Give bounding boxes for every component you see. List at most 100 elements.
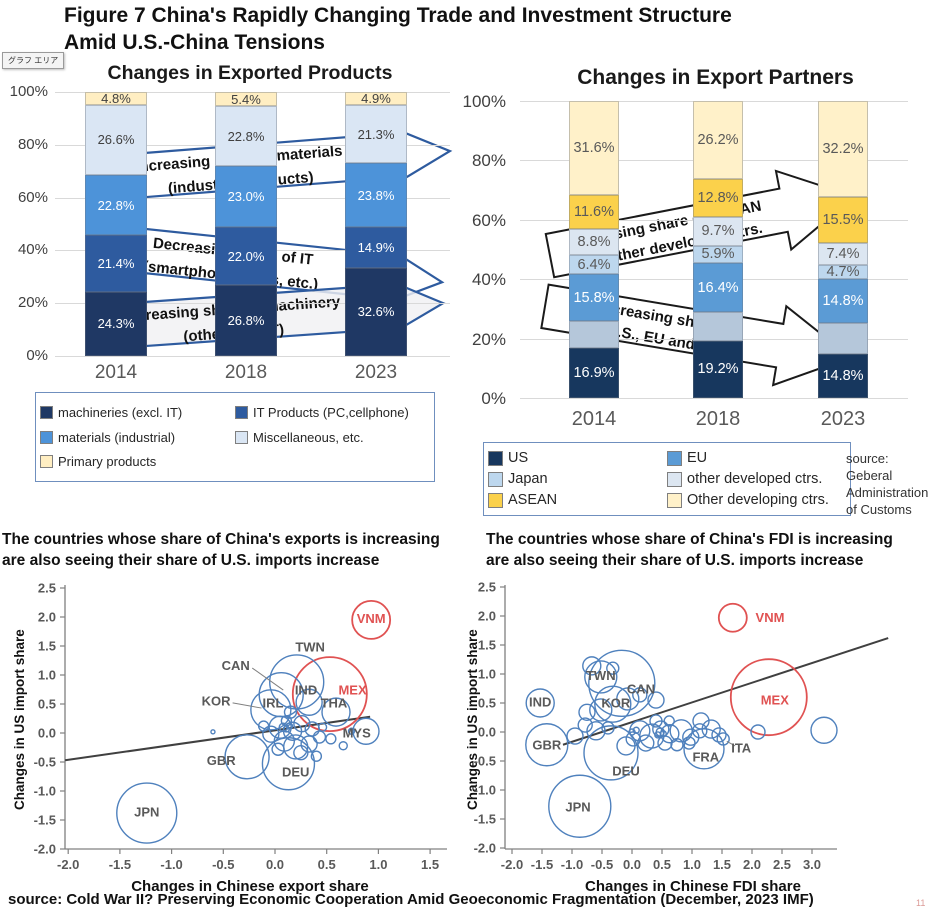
- bar-segment: 16.4%: [693, 263, 743, 312]
- scatter-bubble: [616, 687, 640, 711]
- bar-segment-label: 26.8%: [227, 313, 265, 329]
- bar-segment: 32.2%: [818, 101, 868, 197]
- bar-segment-label: 14.9%: [357, 240, 395, 256]
- y-tick-label: 2.0: [38, 610, 56, 625]
- bar-segment-label: 11.6%: [573, 204, 615, 221]
- country-label: CAN: [627, 682, 655, 697]
- scatter-bubble: [250, 689, 292, 731]
- country-label: CAN: [222, 658, 250, 673]
- scatter-bubble: [312, 730, 327, 744]
- legend-label: materials (industrial): [58, 429, 176, 445]
- bar-segment: 32.6%: [345, 267, 407, 356]
- subtitle-line: The countries whose share of China's exp…: [2, 531, 440, 548]
- scatter-bubble: [649, 714, 663, 728]
- y-tick-label: 2.5: [38, 581, 56, 596]
- x-tick-label: 0.0: [266, 857, 284, 872]
- x-tick-label: 0.0: [623, 857, 641, 872]
- x-axis-year-label: 2018: [695, 408, 741, 430]
- subtitle-line: are also seeing their share of U.S. impo…: [2, 552, 380, 569]
- legend-item: materials (industrial): [40, 430, 235, 445]
- legend-item: EU: [667, 450, 846, 466]
- bar-segment-label: 21.3%: [357, 126, 395, 142]
- legend-swatch-icon: [40, 405, 53, 419]
- bar-segment-label: 15.5%: [822, 211, 864, 228]
- x-tick-label: -1.5: [109, 857, 131, 872]
- scatter-bubble: [271, 742, 285, 756]
- gridline: [520, 398, 908, 399]
- x-tick-label: 2.0: [743, 857, 761, 872]
- bar-segment: 5.4%: [215, 92, 277, 107]
- x-tick-label: 2.5: [773, 857, 791, 872]
- country-label: FRA: [692, 749, 719, 764]
- bar-segment-label: 14.8%: [822, 368, 864, 385]
- x-axis-year-label: 2018: [224, 362, 268, 383]
- scatter-bubble: [584, 660, 618, 694]
- figure-title: Figure 7 China's Rapidly Changing Trade …: [64, 2, 924, 56]
- y-axis-tick-label: 0%: [26, 347, 48, 364]
- country-label: GBR: [207, 753, 237, 768]
- y-axis-tick-label: 80%: [17, 135, 48, 153]
- bar-segment: 8.8%: [569, 229, 619, 256]
- bar-segment: 21.4%: [85, 235, 147, 292]
- bar-segment: 24.3%: [85, 291, 147, 356]
- scatter-bubble: [632, 687, 648, 703]
- bar-segment-label: 4.9%: [361, 91, 391, 107]
- scatter-bubble: [594, 685, 632, 723]
- legend-item: Miscellaneous, etc.: [235, 430, 430, 445]
- bar-segment: 9.7%: [693, 216, 743, 246]
- x-tick-label: -0.5: [591, 857, 613, 872]
- bar-segment-label: 6.4%: [577, 256, 611, 273]
- y-axis-tick-label: 0%: [481, 389, 506, 408]
- bar-segment: 6.4%: [569, 255, 619, 275]
- x-tick-label: -1.0: [160, 857, 182, 872]
- y-axis-tick-label: 20%: [17, 294, 48, 312]
- x-tick-label: -2.0: [501, 857, 523, 872]
- country-label: JPN: [565, 799, 590, 814]
- scatter-bubble: [637, 734, 655, 752]
- scatter-bubble: [283, 705, 298, 719]
- legend-label: EU: [687, 450, 708, 466]
- bar-segment: 4.7%: [818, 264, 868, 280]
- country-label: DEU: [612, 763, 639, 778]
- partners-source-note: source: Geberal Administration of Custom…: [846, 450, 935, 518]
- scatter-bubble: [628, 728, 636, 736]
- bar-segment: 4.8%: [85, 90, 147, 106]
- x-tick-label: 1.5: [421, 857, 439, 872]
- bar-2023: 14.8% 14.8% 4.7% 7.4% 15.5% 32.2%: [818, 101, 868, 398]
- y-tick-label: -1.0: [474, 783, 496, 798]
- bar-segment: 23.8%: [345, 162, 407, 228]
- bar-segment: 7.4%: [818, 242, 868, 265]
- x-tick-label: 0.5: [318, 857, 336, 872]
- legend-label: Primary products: [58, 454, 157, 470]
- country-label: IRL: [262, 695, 283, 710]
- y-tick-label: 0.5: [478, 696, 496, 711]
- bar-segment-label: 4.8%: [101, 90, 131, 106]
- scatter-bubble: [351, 600, 392, 640]
- legend-swatch-icon: [235, 430, 248, 444]
- legend-item: other developed ctrs.: [667, 471, 846, 487]
- x-tick-label: -1.5: [531, 857, 553, 872]
- bar-segment-label: 22.8%: [97, 197, 135, 213]
- x-tick-label: 0.5: [653, 857, 671, 872]
- scatter-bubble: [692, 723, 708, 739]
- y-axis-tick-label: 100%: [9, 83, 48, 100]
- bar-segment-label: 23.8%: [357, 187, 395, 203]
- scatter-bubble: [210, 729, 216, 735]
- legend-item: IT Products (PC,cellphone): [235, 405, 430, 420]
- scatter-bubble: [257, 720, 270, 732]
- source-note-line: of Customs: [846, 502, 912, 517]
- bar-segment: 14.9%: [345, 227, 407, 268]
- country-label: MEX: [761, 693, 790, 708]
- bar-segment: 22.8%: [85, 175, 147, 236]
- scatter-bubble: [291, 656, 368, 733]
- bar-segment-label: 31.6%: [573, 139, 615, 156]
- scatter-bubble: [582, 656, 602, 676]
- export-scatter-plot: 2.5 2.0 1.5 1.0 0.5 0.0 -0.5 -1.0 -1.5 -2.0-2.0 -1…: [34, 581, 447, 895]
- bar-segment-label: 14.8%: [822, 292, 864, 309]
- bar-segment-label: 7.4%: [826, 245, 860, 262]
- scatter-bubble: [701, 719, 721, 739]
- legend-swatch-icon: [40, 430, 53, 444]
- page-number: 11: [916, 898, 926, 908]
- x-tick-label: 1.0: [369, 857, 387, 872]
- label-leader-line: [232, 702, 262, 709]
